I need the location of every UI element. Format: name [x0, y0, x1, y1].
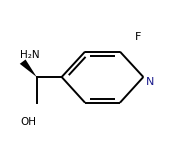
Polygon shape [20, 59, 37, 77]
Text: H₂N: H₂N [20, 50, 40, 60]
Text: OH: OH [20, 117, 36, 127]
Text: F: F [135, 32, 141, 42]
Text: N: N [146, 77, 154, 87]
